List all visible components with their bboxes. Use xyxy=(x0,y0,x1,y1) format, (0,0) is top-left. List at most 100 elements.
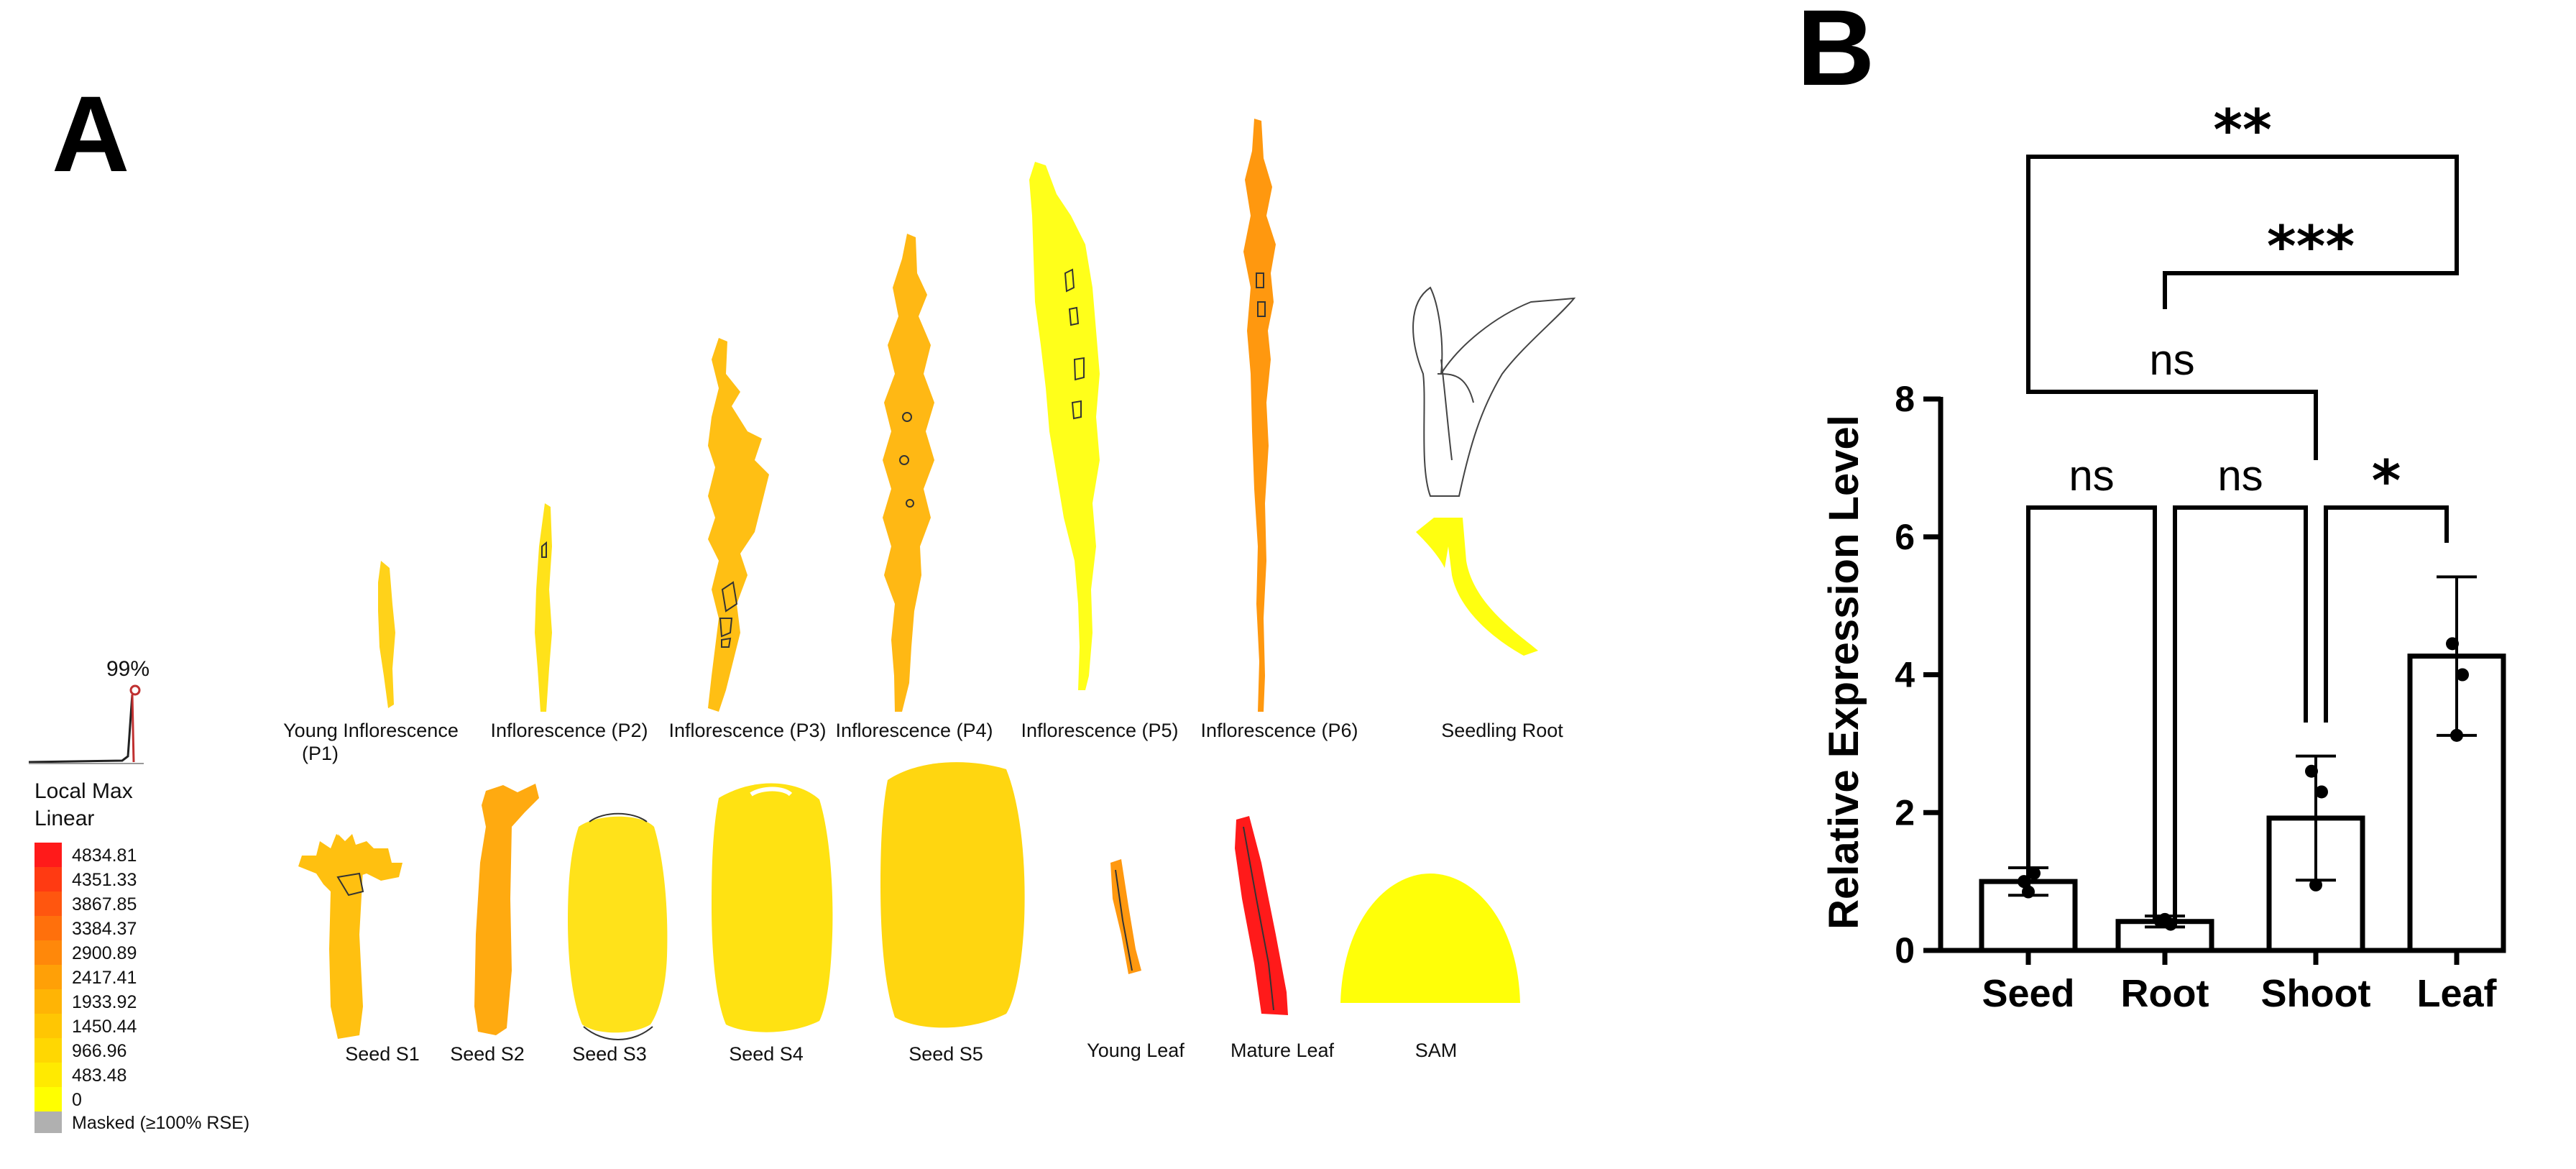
legend-entries: 4834.81 4351.33 3867.85 3384.37 2900.89 2417.… xyxy=(34,843,137,1111)
inflorescence-p3-shape xyxy=(708,338,769,712)
sam-shape xyxy=(1340,874,1520,1003)
x-tick-label: Seed xyxy=(1982,972,2074,1015)
seedling-root-shape xyxy=(1412,286,1576,656)
y-tick-label: 2 xyxy=(1895,792,1915,833)
label-young-inflorescence-p1: (P1) xyxy=(302,743,339,764)
label-young-inflorescence: Young Inflorescence xyxy=(283,720,459,741)
label-inflorescence-p2: Inflorescence (P2) xyxy=(490,720,648,741)
legend-value: 3867.85 xyxy=(72,894,137,914)
legend-swatch xyxy=(34,940,62,965)
p5-grain-outline xyxy=(1064,268,1075,293)
legend-swatch xyxy=(34,891,62,916)
legend-value: 2900.89 xyxy=(72,943,137,963)
seed-s3-outline xyxy=(589,812,648,822)
legend-value: 4834.81 xyxy=(72,845,137,866)
p4-grain-outline xyxy=(906,499,914,508)
legend-swatch xyxy=(34,1038,62,1063)
young-leaf-shape xyxy=(1110,859,1141,974)
inflorescence-p5-shape xyxy=(1029,162,1100,690)
legend-swatch xyxy=(34,843,62,867)
panel-a-letter: A xyxy=(52,73,129,194)
p6-grain-outline xyxy=(1256,272,1264,288)
label-sam: SAM xyxy=(1415,1040,1458,1061)
data-point xyxy=(2309,878,2322,891)
label-seedling-root: Seedling Root xyxy=(1441,720,1563,741)
data-point xyxy=(2446,637,2459,651)
color-legend: Local Max Linear 4834.81 4351.33 3867.85 33… xyxy=(34,779,249,1133)
bracket-shoot-leaf xyxy=(2324,505,2449,723)
x-tick-label: Leaf xyxy=(2416,972,2497,1015)
bracket-root-shoot xyxy=(2173,505,2308,924)
seed-s4-shape xyxy=(712,783,833,1032)
legend-masked-label: Masked (≥100% RSE) xyxy=(72,1113,249,1133)
legend-value: 2417.41 xyxy=(72,968,137,988)
data-point xyxy=(2028,866,2041,880)
seed-s5-shape xyxy=(880,762,1025,1028)
p6-grain-outline xyxy=(1257,301,1266,317)
legend-swatch xyxy=(34,1087,62,1111)
label-inflorescence-p3: Inflorescence (P3) xyxy=(668,720,826,741)
legend-value: 0 xyxy=(72,1090,82,1110)
label-inflorescence-p4: Inflorescence (P4) xyxy=(835,720,993,741)
legend-swatch xyxy=(34,1063,62,1087)
significance-label: ns xyxy=(2149,336,2194,384)
distribution-curve xyxy=(28,684,144,764)
legend-value: 966.96 xyxy=(72,1041,126,1061)
inflorescence-p4-shape xyxy=(883,234,934,712)
p2-grain-outline xyxy=(541,541,547,558)
legend-scale: Linear xyxy=(34,807,94,830)
data-point xyxy=(2022,885,2035,899)
mature-leaf-shape xyxy=(1235,816,1288,1015)
p3-grain-outline xyxy=(719,618,733,638)
significance-label: ** xyxy=(2213,98,2272,163)
bracket-seed-root xyxy=(2026,505,2157,924)
legend-value: 4351.33 xyxy=(72,870,137,890)
legend-swatch xyxy=(34,916,62,940)
inflorescence-p6-shape xyxy=(1243,119,1276,712)
legend-masked-swatch xyxy=(34,1111,62,1133)
significance-label: ns xyxy=(2217,451,2263,500)
label-seed-s1: Seed S1 xyxy=(345,1043,420,1065)
significance-label: * xyxy=(2372,449,2401,514)
label-seed-s4: Seed S4 xyxy=(729,1043,804,1065)
x-tick-label: Shoot xyxy=(2261,972,2371,1015)
seed-s4-notch xyxy=(750,787,793,797)
y-tick-label: 4 xyxy=(1895,655,1915,695)
panel-b-letter: B xyxy=(1797,0,1874,108)
seed-s3-outline xyxy=(583,1026,653,1040)
x-tick-label: Root xyxy=(2121,972,2209,1015)
data-point xyxy=(2315,785,2328,799)
y-tick-label: 0 xyxy=(1895,930,1915,971)
p3-grain-outline xyxy=(721,637,732,648)
label-young-leaf: Young Leaf xyxy=(1087,1040,1184,1061)
young-leaf-vein xyxy=(1115,869,1133,971)
legend-value: 483.48 xyxy=(72,1065,126,1086)
data-point xyxy=(2158,912,2171,926)
legend-swatch xyxy=(34,989,62,1014)
p3-grain-outline xyxy=(721,581,738,613)
seed-s1-outline xyxy=(336,872,364,897)
seed-s3-shape xyxy=(568,816,668,1033)
bracket-seed-shoot xyxy=(2026,356,2318,460)
legend-value: 1933.92 xyxy=(72,992,137,1012)
label-seed-s2: Seed S2 xyxy=(450,1043,525,1065)
label-seed-s3: Seed S3 xyxy=(572,1043,647,1065)
p4-grain-outline xyxy=(899,455,909,465)
legend-title: Local Max xyxy=(34,779,133,803)
bracket-root-leaf xyxy=(2163,237,2459,309)
seed-s2-shape xyxy=(474,784,539,1035)
y-tick-label: 8 xyxy=(1895,379,1915,419)
label-inflorescence-p6: Inflorescence (P6) xyxy=(1200,720,1358,741)
label-seed-s5: Seed S5 xyxy=(908,1043,983,1065)
legend-value: 3384.37 xyxy=(72,919,137,939)
data-point xyxy=(2456,668,2469,682)
p5-grain-outline xyxy=(1073,357,1085,381)
label-mature-leaf: Mature Leaf xyxy=(1230,1040,1335,1061)
p5-grain-outline xyxy=(1071,400,1082,420)
p4-grain-outline xyxy=(902,412,912,422)
y-tick-label: 6 xyxy=(1895,517,1915,557)
curve-percent-label: 99% xyxy=(106,657,150,681)
tissue-row-2: Seed S1 Seed S2 Seed S3 Seed S4 Seed S5 … xyxy=(298,762,1520,1065)
inflorescence-p2-shape xyxy=(535,503,552,712)
